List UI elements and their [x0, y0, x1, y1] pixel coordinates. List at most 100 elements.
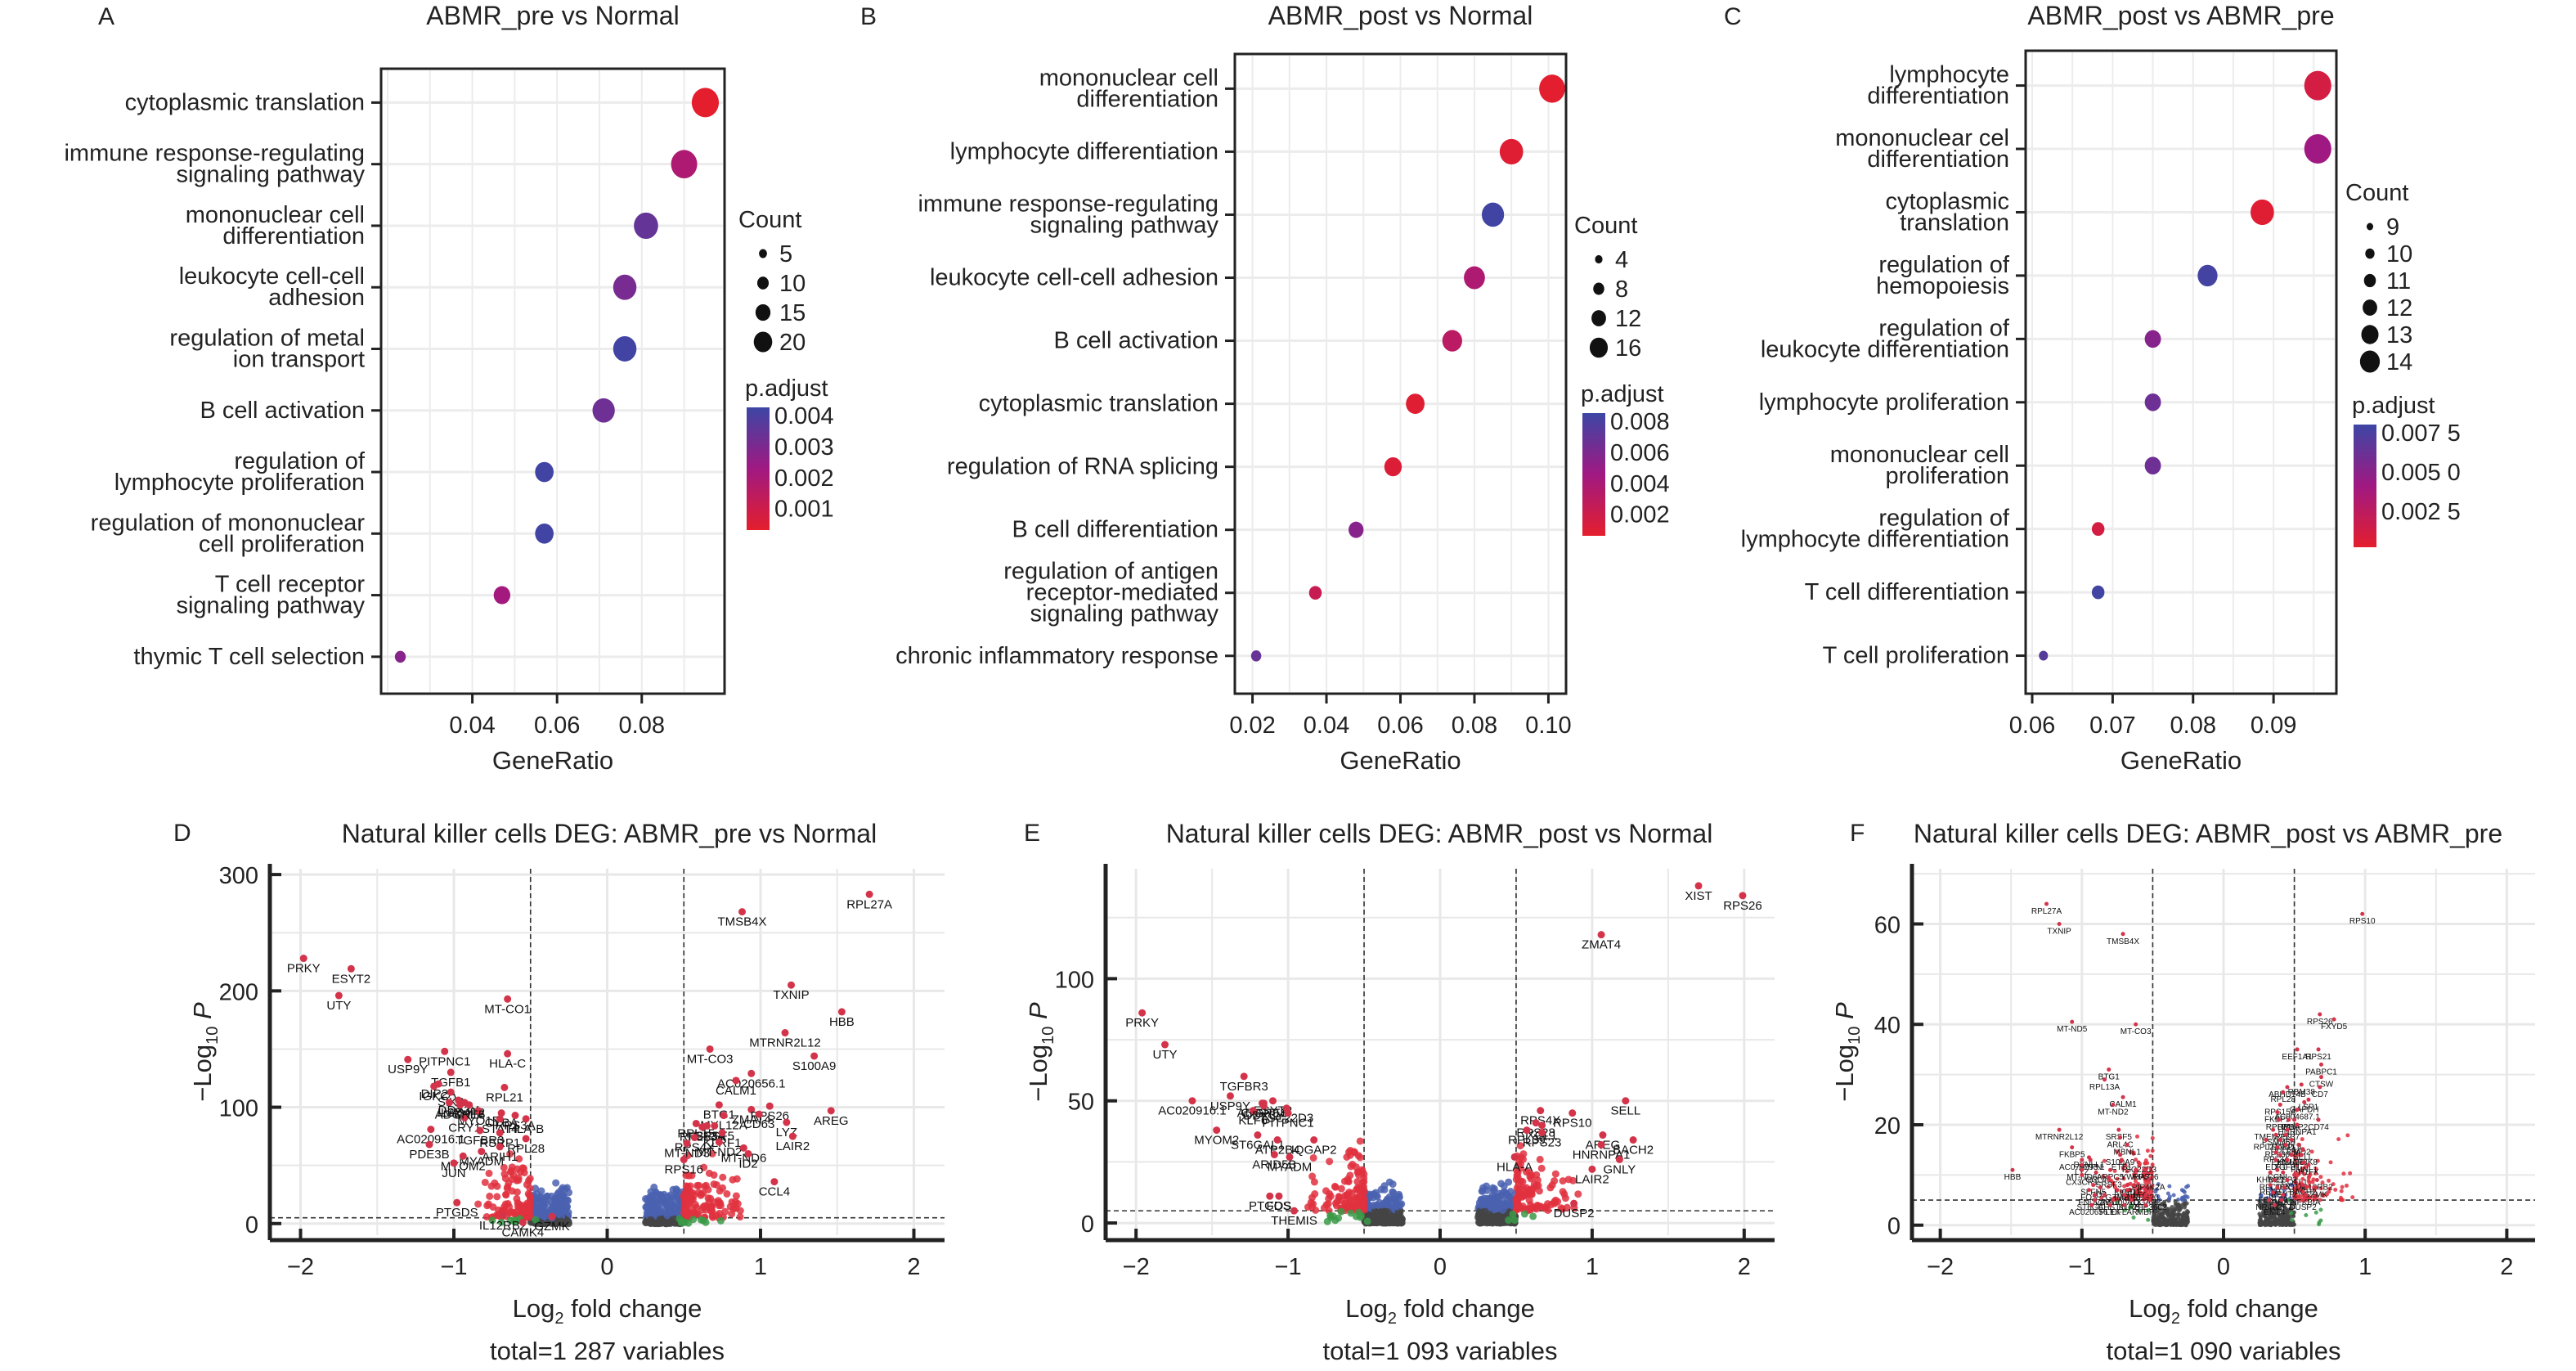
data-point [729, 1175, 737, 1184]
data-point [2156, 1182, 2161, 1187]
gene-label: MT-ND3 [664, 1147, 710, 1161]
gene-point-hbb [837, 1008, 846, 1016]
x-tick-label: 0 [600, 1254, 613, 1280]
gene-label: RPS16 [664, 1163, 703, 1177]
data-point [543, 1196, 551, 1204]
data-point [2156, 1220, 2161, 1225]
data-point [2289, 1207, 2294, 1211]
gene-label: S100A9 [792, 1059, 836, 1073]
gene-point-prky [1138, 1009, 1147, 1017]
data-point [681, 1218, 689, 1226]
term-label: T cell proliferation [1823, 643, 2009, 669]
gene-point-map3k8 [2299, 1153, 2304, 1157]
color-legend-label: 0.004 [1610, 471, 1670, 497]
data-point [2300, 1176, 2305, 1181]
data-point [500, 1163, 508, 1171]
gene-label: MT-CO3 [2120, 1027, 2152, 1036]
term-label: mononuclear cell [186, 202, 365, 228]
gene-point-rps26 [1739, 892, 1747, 900]
gene-point-mtrnr2l12 [2057, 1127, 2062, 1132]
data-point [513, 1194, 521, 1202]
data-point [700, 1163, 708, 1171]
dot-leukocyte-cell-cell-adhesion [1464, 266, 1485, 290]
term-label: receptor-mediated [1026, 580, 1218, 606]
data-point [2128, 1181, 2133, 1186]
gene-point-fxyd5 [2331, 1017, 2336, 1022]
data-point [2315, 1158, 2320, 1163]
gene-point-mbp [2143, 1202, 2148, 1207]
data-point [1502, 1190, 1510, 1198]
gene-point-zfp36l2 [2147, 1198, 2152, 1202]
gene-label: LSP1 [2299, 1103, 2319, 1112]
gene-label: MBP [2137, 1208, 2155, 1217]
gene-label: YWHAZ [2121, 1173, 2151, 1182]
gene-point-arpc5 [2107, 1167, 2112, 1172]
gene-label: IGKC [419, 1090, 449, 1104]
gene-point-fos [2086, 1188, 2091, 1193]
plot-frame [379, 67, 726, 695]
x-tick-label: 0.06 [1377, 712, 1423, 739]
data-point [1337, 1207, 1345, 1216]
y-tick-label: 20 [1874, 1113, 1901, 1140]
dot-regulation-of-mononuclear-cell-proliferation [535, 523, 554, 544]
data-point [2300, 1189, 2304, 1193]
gene-point-myl12a [720, 1112, 728, 1120]
gene-point-celf2 [2132, 1183, 2137, 1188]
volcano-panel-e: E Natural killer cells DEG: ABMR_post vs … [1024, 819, 1775, 1365]
data-point [2165, 1191, 2170, 1196]
data-point [1322, 1187, 1330, 1195]
data-point [1510, 1216, 1519, 1225]
data-point [1308, 1172, 1317, 1180]
color-legend-bar [1582, 413, 1605, 536]
data-point [1345, 1188, 1353, 1196]
gene-point-ac004687.1 [2295, 1108, 2300, 1113]
color-legend-bar [747, 407, 770, 530]
gene-label: RPL35A [2271, 1148, 2302, 1157]
gene-label: RPS23 [1523, 1136, 1562, 1150]
gene-point-ddx3y [1259, 1102, 1268, 1110]
gene-point-mt-co3 [706, 1045, 714, 1053]
data-point [1355, 1192, 1363, 1200]
data-point [2258, 1204, 2263, 1209]
gene-label: CCL4 [759, 1185, 790, 1199]
data-point [2267, 1213, 2272, 1218]
data-point [526, 1213, 534, 1221]
gene-point-rps3a [511, 1112, 519, 1120]
gene-point-myadm [478, 1148, 486, 1156]
data-point [2166, 1197, 2171, 1202]
panel-title: Natural killer cells DEG: ABMR_post vs A… [1914, 819, 2502, 848]
x-tick-label: 2 [1738, 1254, 1751, 1280]
data-point [2122, 1208, 2127, 1213]
data-point [532, 1204, 541, 1212]
gene-label: VAMP2 [444, 1106, 485, 1120]
gene-point-ac020916.1 [427, 1126, 435, 1134]
data-point [668, 1195, 676, 1203]
data-point [2341, 1171, 2346, 1176]
data-point [2344, 1183, 2349, 1188]
gene-point-pde3b [425, 1140, 433, 1148]
gene-point-h1fx [2306, 1162, 2311, 1167]
data-point [2159, 1207, 2164, 1211]
x-axis-label: Log2 fold change [513, 1294, 702, 1328]
data-point [689, 1209, 697, 1217]
gene-label: PSMD5 [2262, 1138, 2291, 1147]
x-tick-label: −2 [1123, 1254, 1150, 1280]
term-label: lymphocyte [1889, 62, 2009, 88]
data-point [2128, 1149, 2133, 1154]
data-point [2318, 1207, 2323, 1212]
data-point [1326, 1192, 1335, 1200]
data-point [675, 1215, 684, 1223]
term-label: ion transport [233, 346, 365, 372]
data-point [1335, 1193, 1344, 1202]
term-label: differentiation [1076, 86, 1218, 112]
gene-label: RPL13A [2089, 1083, 2120, 1092]
term-label: signaling pathway [1030, 212, 1218, 238]
data-point [2294, 1162, 2299, 1167]
x-tick-label: 0.08 [1452, 712, 1497, 739]
gene-point-adgre5 [456, 1101, 464, 1109]
data-point [1524, 1190, 1532, 1198]
gene-point-esyt2 [1269, 1097, 1277, 1105]
size-legend-label: 12 [1615, 306, 1641, 332]
data-point [491, 1179, 499, 1187]
size-legend-dot [1593, 282, 1604, 295]
